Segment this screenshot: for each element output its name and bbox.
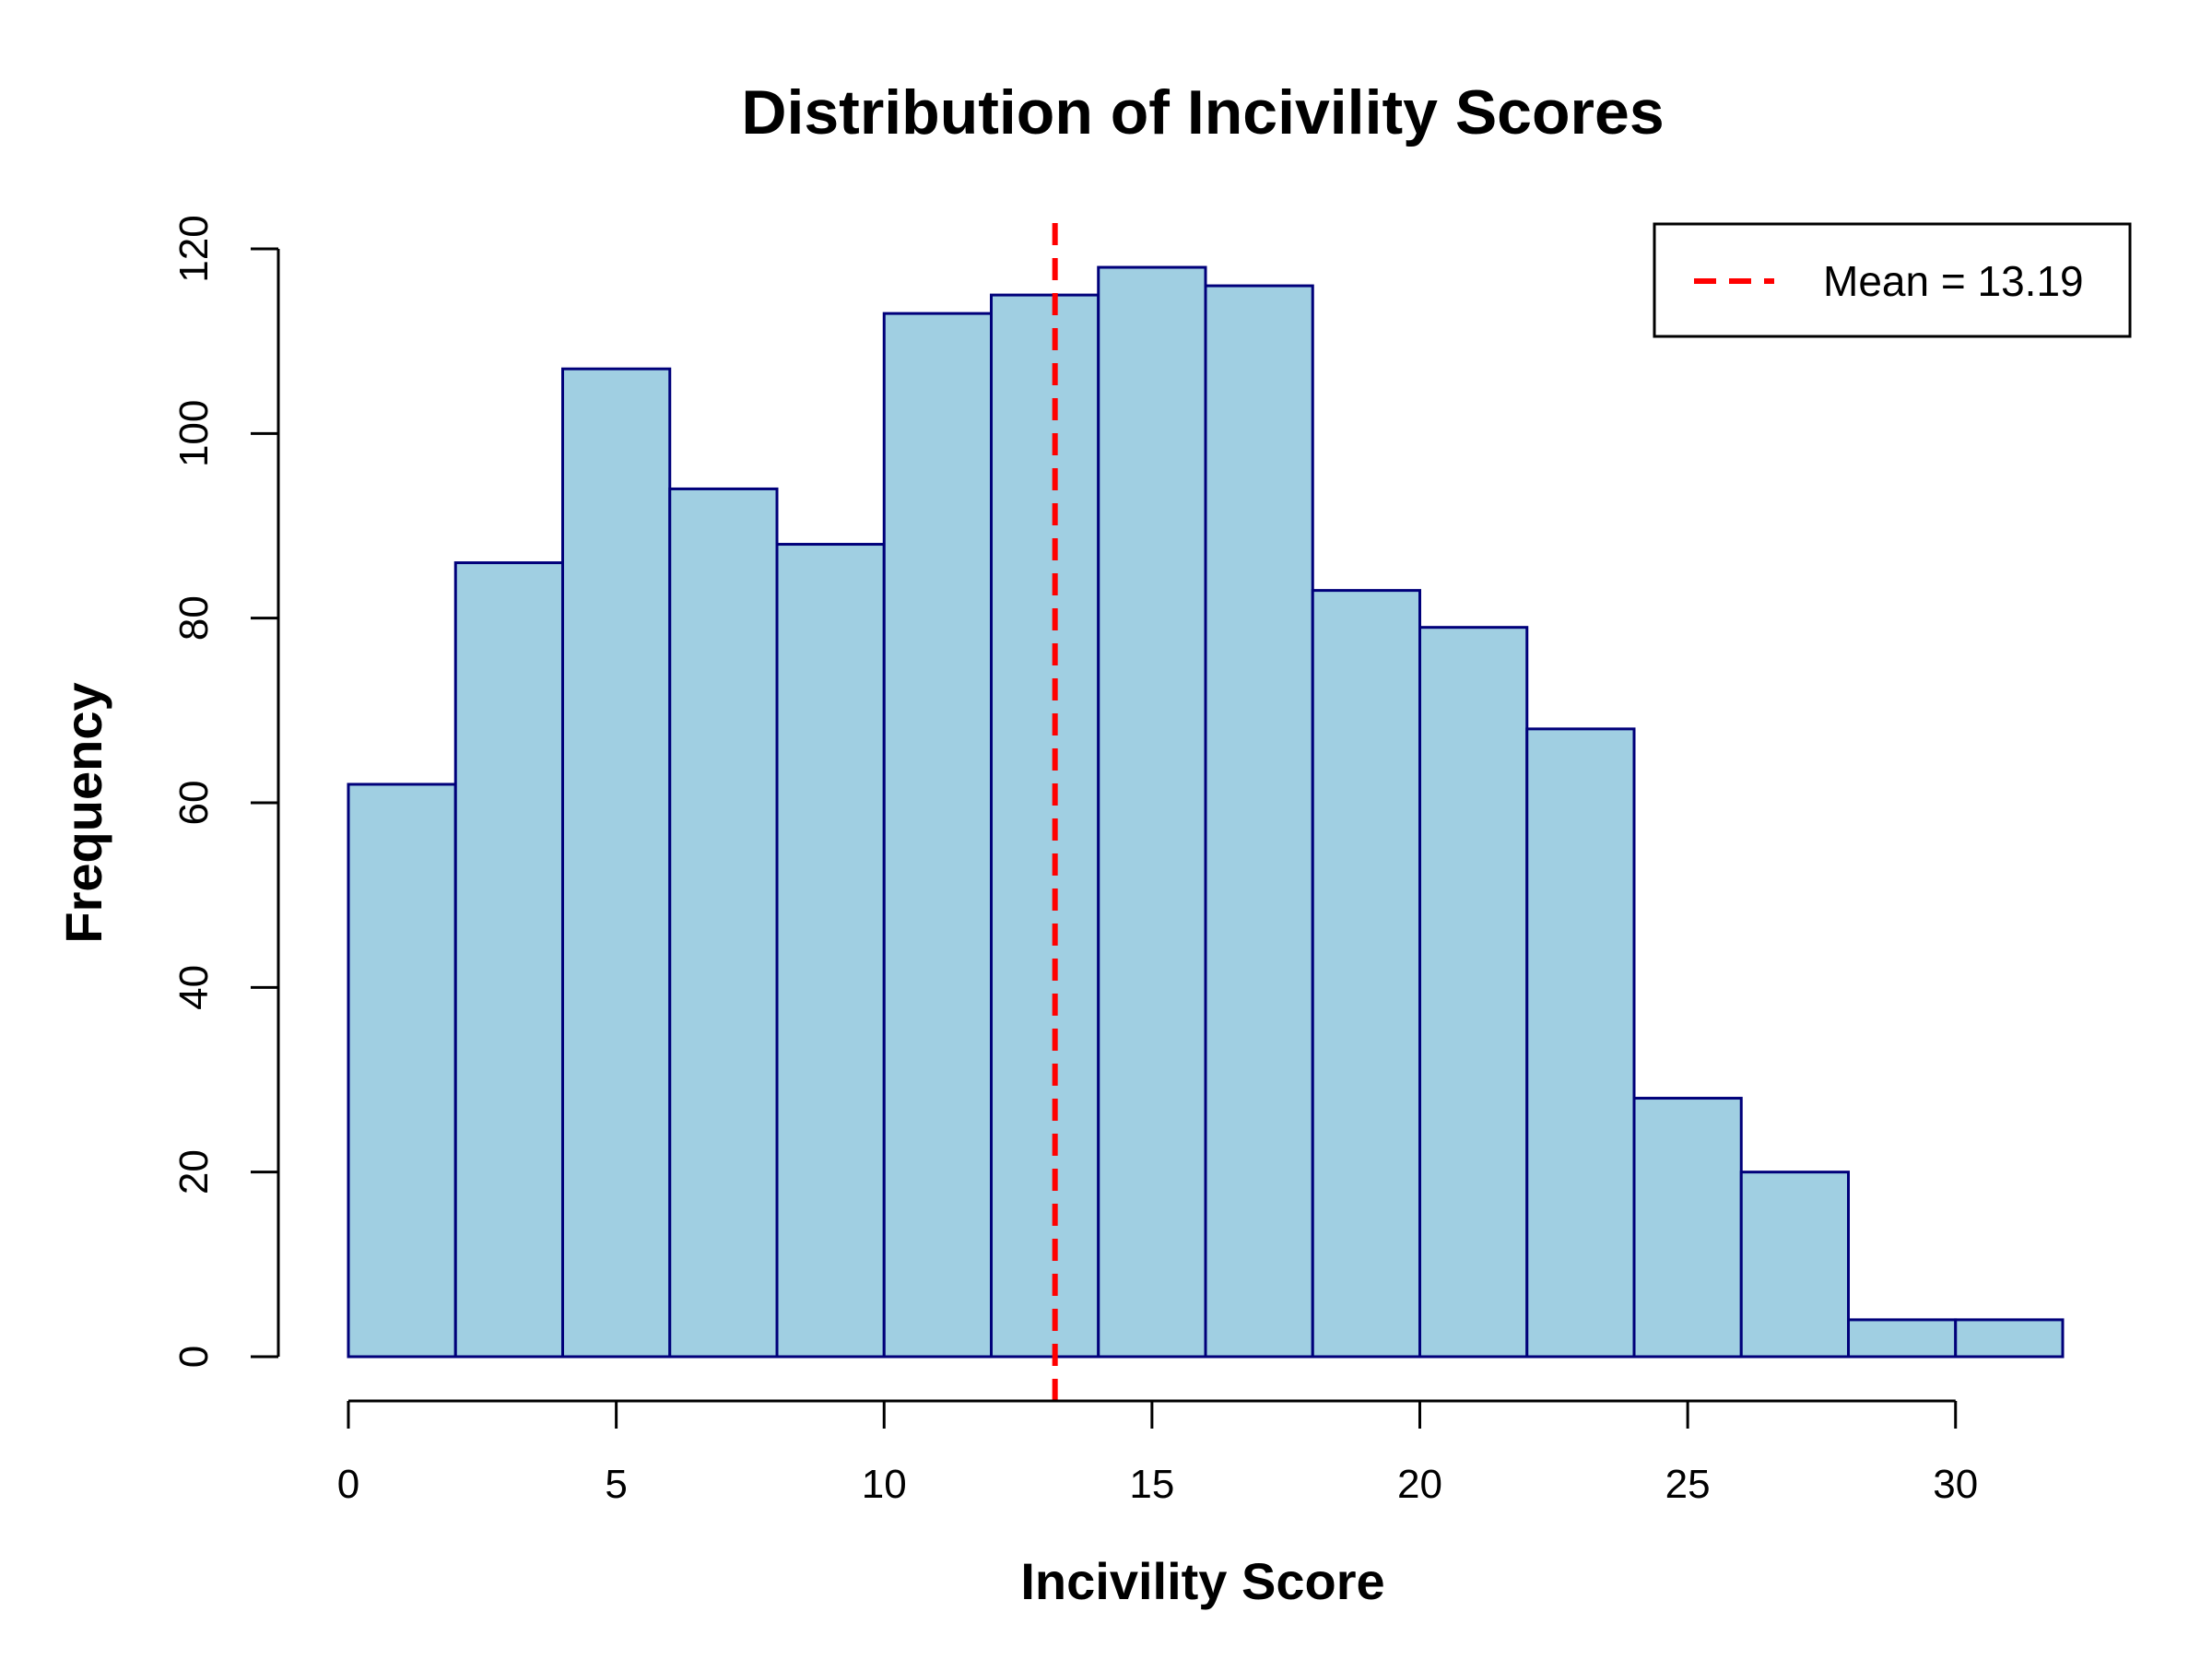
x-axis-title: Incivility Score (1020, 1552, 1384, 1610)
x-tick-label: 20 (1397, 1462, 1442, 1507)
x-axis: 0 5 10 15 20 25 30 (337, 1399, 1978, 1507)
y-tick-label: 100 (171, 400, 217, 467)
chart-title: Distribution of Incivility Scores (741, 77, 1664, 147)
histogram-bar (668, 487, 779, 1359)
histogram-bar (1954, 1318, 2065, 1359)
x-tick-label: 25 (1665, 1462, 1711, 1507)
y-tick-label: 80 (171, 595, 217, 641)
histogram-bar (1097, 265, 1207, 1359)
y-axis: 0 20 40 60 80 100 120 (171, 215, 280, 1368)
histogram-bar (1632, 1097, 1743, 1359)
y-tick-label: 120 (171, 215, 217, 282)
y-tick-label: 60 (171, 781, 217, 826)
histogram-bar (1525, 727, 1636, 1359)
y-tick-label: 20 (171, 1149, 217, 1194)
histogram-bar (1311, 589, 1421, 1359)
histogram-bar (347, 782, 457, 1359)
x-tick-label: 0 (337, 1462, 359, 1507)
legend-mean-label: Mean = 13.19 (1823, 257, 2084, 305)
histogram-bar (1847, 1318, 1958, 1359)
x-tick-label: 15 (1129, 1462, 1174, 1507)
y-tick-label: 0 (171, 1346, 217, 1368)
histogram-bar (882, 312, 993, 1359)
y-tick-label: 40 (171, 965, 217, 1010)
histogram-bar (1739, 1171, 1850, 1359)
y-axis-title: Frequency (54, 682, 112, 943)
histogram-bar (561, 367, 672, 1359)
histogram-bar (453, 561, 564, 1359)
bars-layer (347, 265, 2065, 1359)
histogram-bar (1418, 626, 1529, 1359)
histogram-bar (775, 543, 886, 1359)
x-tick-label: 10 (862, 1462, 907, 1507)
legend: Mean = 13.19 (1653, 222, 2132, 338)
histogram-bar (1204, 284, 1314, 1359)
x-tick-label: 30 (1933, 1462, 1978, 1507)
x-tick-label: 5 (605, 1462, 627, 1507)
histogram-bar (990, 293, 1100, 1359)
